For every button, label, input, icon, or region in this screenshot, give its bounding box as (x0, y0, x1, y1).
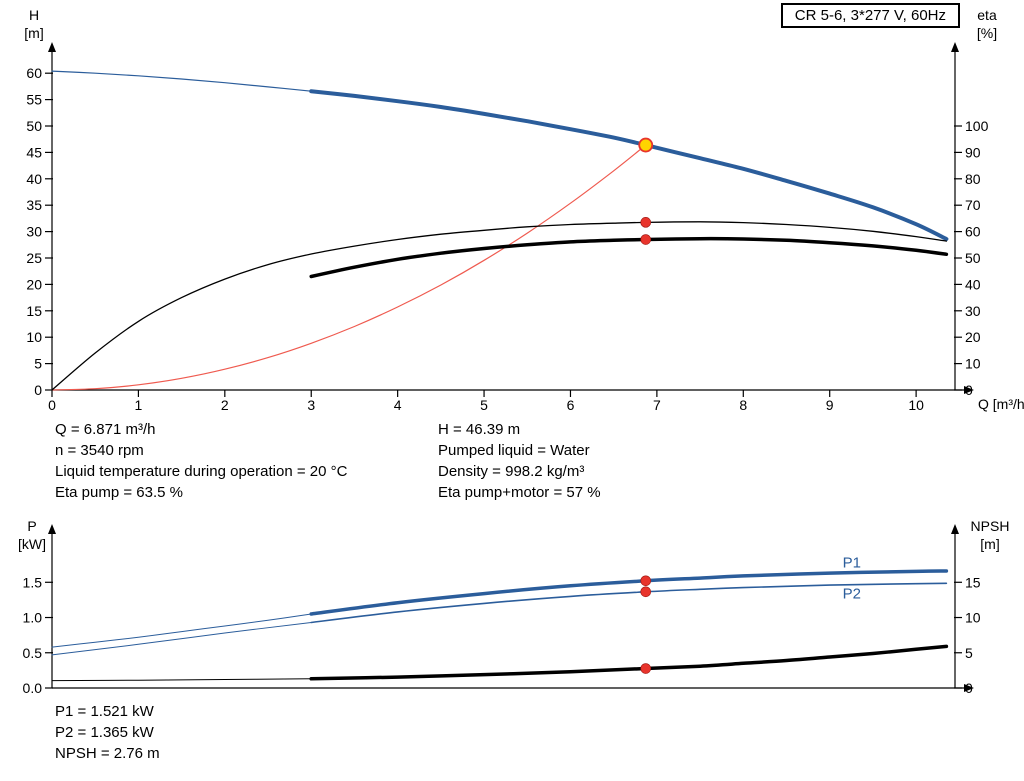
curve-label-p1: P1 (843, 555, 861, 572)
y-right-tick-label: 40 (965, 276, 981, 292)
p2-curve-lead (51, 622, 312, 656)
y-left-tick-label: 20 (26, 276, 42, 292)
axis-arrow-icon (48, 42, 56, 52)
y-right-tick-label: 50 (965, 250, 981, 266)
x-tick-label: 6 (567, 397, 575, 413)
duty-info-left: Q = 6.871 m³/h n = 3540 rpm Liquid tempe… (55, 419, 347, 503)
axis-arrow-icon (951, 42, 959, 52)
info-speed-value: n = 3540 rpm (55, 442, 144, 459)
eta-pump-point (640, 217, 652, 228)
x-tick-label: 2 (221, 397, 229, 413)
system-curve (51, 144, 647, 391)
axis-arrow-icon (964, 684, 974, 692)
y-left-tick-label: 45 (26, 144, 42, 160)
x-tick-label: 8 (739, 397, 747, 413)
x-tick-label: 1 (135, 397, 143, 413)
y-right-tick-label: 10 (965, 356, 981, 372)
y-left-tick-label: 55 (26, 92, 42, 108)
eta-pump-curve (51, 221, 948, 391)
info-npsh-value: NPSH = 2.76 m (55, 745, 160, 762)
y-left-tick-label: 30 (26, 224, 42, 240)
info-p2-value: P2 = 1.365 kW (55, 724, 154, 741)
y-left-axis-title: P (27, 518, 36, 534)
p2-point (640, 586, 652, 598)
eta-pump-motor-point (640, 234, 652, 245)
pump-model-box: CR 5-6, 3*277 V, 60Hz (780, 3, 960, 28)
head-curve-lead (51, 70, 312, 92)
info-eta-pump-motor: Eta pump+motor = 57 % (438, 484, 601, 501)
head-curve (309, 89, 949, 241)
y-right-tick-label: 0 (965, 382, 973, 398)
x-tick-label: 10 (908, 397, 924, 413)
y-right-tick-label: 100 (965, 118, 989, 134)
y-right-axis-unit: [m] (980, 536, 999, 552)
chart-power-and-npsh (45, 524, 974, 692)
y-right-tick-label: 30 (965, 303, 981, 319)
y-right-tick-label: 5 (965, 645, 973, 661)
duty-info-right: H = 46.39 m Pumped liquid = Water Densit… (438, 419, 601, 503)
y-right-tick-label: 10 (965, 610, 981, 626)
y-left-tick-label: 5 (34, 356, 42, 372)
y-left-axis-unit: [m] (24, 25, 43, 41)
info-p1-value: P1 = 1.521 kW (55, 703, 154, 720)
y-left-tick-label: 15 (26, 303, 42, 319)
x-tick-label: 3 (307, 397, 315, 413)
y-left-tick-label: 60 (26, 65, 42, 81)
y-right-axis-title: eta (977, 7, 997, 23)
info-density: Density = 998.2 kg/m³ (438, 463, 585, 480)
y-right-tick-label: 90 (965, 144, 981, 160)
y-left-tick-label: 0 (34, 382, 42, 398)
info-flow-value: Q = 6.871 m³/h (55, 421, 156, 438)
y-left-tick-label: 25 (26, 250, 42, 266)
info-eta-pump: Eta pump = 63.5 % (55, 484, 183, 501)
duty-point (638, 137, 654, 153)
npsh-curve-lead (51, 678, 312, 682)
axis-arrow-icon (951, 524, 959, 534)
p1-curve (309, 569, 949, 616)
y-left-tick-label: 35 (26, 197, 42, 213)
p1-curve-lead (51, 613, 312, 648)
y-right-tick-label: 80 (965, 171, 981, 187)
p1-point (640, 575, 652, 587)
curve-label-p2: P2 (843, 586, 861, 603)
y-left-tick-label: 50 (26, 118, 42, 134)
y-left-axis-unit: [kW] (18, 536, 46, 552)
y-left-tick-label: 1.0 (23, 610, 43, 626)
x-tick-label: 0 (48, 397, 56, 413)
y-left-tick-label: 0.5 (23, 645, 43, 661)
x-axis-title: Q [m³/h] (978, 396, 1024, 412)
y-left-axis-title: H (29, 7, 39, 23)
x-tick-label: 9 (826, 397, 834, 413)
power-info: P1 = 1.521 kW P2 = 1.365 kW NPSH = 2.76 … (55, 701, 160, 764)
p2-curve (310, 582, 948, 624)
y-right-tick-label: 15 (965, 574, 981, 590)
y-right-tick-label: 20 (965, 329, 981, 345)
x-tick-label: 4 (394, 397, 402, 413)
info-liquid-temperature: Liquid temperature during operation = 20… (55, 463, 348, 480)
eta-pump-motor-curve (309, 236, 949, 279)
y-right-tick-label: 0 (965, 680, 973, 696)
npsh-curve (309, 644, 949, 681)
x-tick-label: 7 (653, 397, 661, 413)
y-left-tick-label: 40 (26, 171, 42, 187)
y-left-tick-label: 10 (26, 329, 42, 345)
info-pumped-liquid: Pumped liquid = Water (438, 442, 590, 459)
y-right-axis-unit: [%] (977, 25, 997, 41)
axis-arrow-icon (964, 386, 974, 394)
y-left-tick-label: 0.0 (23, 680, 43, 696)
npsh-point (640, 663, 652, 674)
chart-head-and-efficiency (45, 42, 974, 397)
y-right-tick-label: 60 (965, 224, 981, 240)
x-tick-label: 5 (480, 397, 488, 413)
y-left-tick-label: 1.5 (23, 574, 43, 590)
axis-arrow-icon (48, 524, 56, 534)
info-head-value: H = 46.39 m (438, 421, 521, 438)
y-right-tick-label: 70 (965, 197, 981, 213)
y-right-axis-title: NPSH (971, 518, 1010, 534)
